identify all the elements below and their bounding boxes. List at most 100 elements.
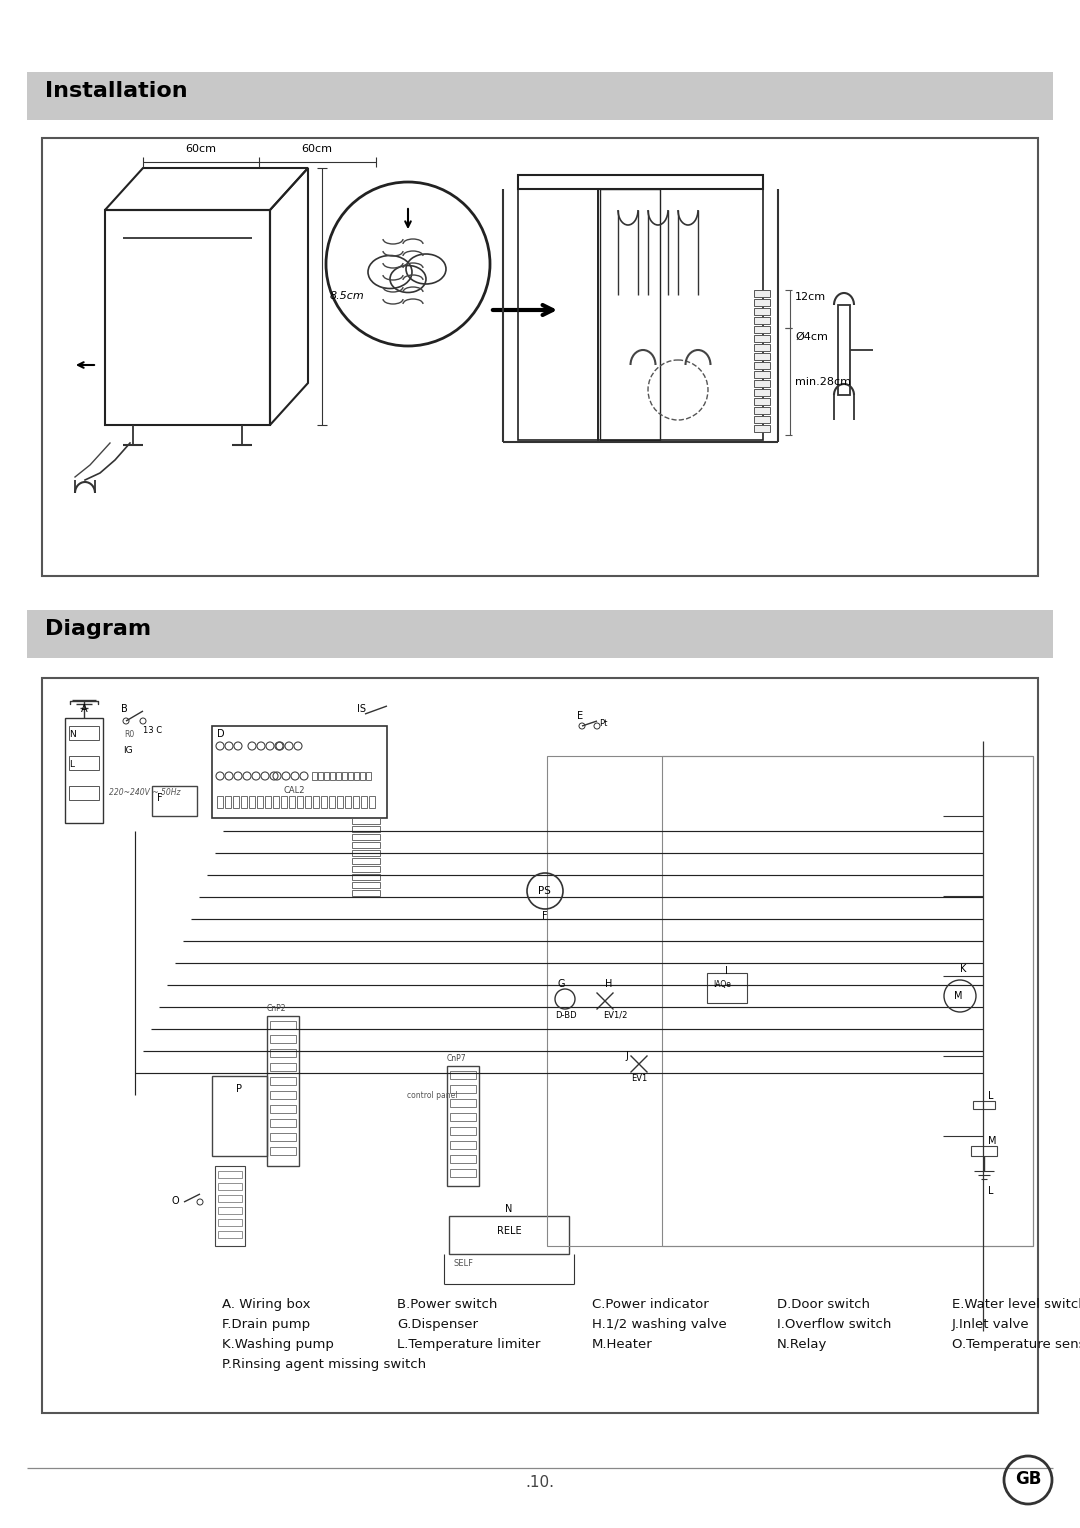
Bar	[270, 1132, 296, 1141]
Text: G: G	[557, 979, 565, 989]
Bar	[754, 362, 770, 368]
Bar	[518, 189, 598, 440]
Text: CAL2: CAL2	[284, 785, 306, 795]
Text: Installation: Installation	[45, 81, 188, 101]
Text: EV1/2: EV1/2	[603, 1012, 627, 1021]
Text: N.Relay: N.Relay	[777, 1339, 827, 1351]
Bar	[707, 973, 747, 1002]
Bar	[450, 1141, 476, 1149]
Text: E.Water level switch: E.Water level switch	[951, 1297, 1080, 1311]
Bar	[270, 1063, 296, 1071]
Text: .10.: .10.	[526, 1475, 554, 1490]
Bar	[352, 827, 380, 833]
Text: 60cm: 60cm	[301, 144, 333, 154]
Bar	[218, 1232, 242, 1238]
Bar	[289, 796, 295, 808]
Text: A. Wiring box: A. Wiring box	[222, 1297, 311, 1311]
Text: control panel: control panel	[407, 1091, 458, 1100]
Bar	[449, 1216, 569, 1254]
Bar	[270, 1091, 296, 1099]
Text: 60cm: 60cm	[186, 144, 216, 154]
Bar	[270, 1021, 296, 1028]
Text: M: M	[954, 992, 962, 1001]
Bar	[369, 796, 375, 808]
Bar	[297, 796, 303, 808]
Bar	[270, 1118, 296, 1128]
Text: I: I	[725, 966, 728, 976]
Text: K: K	[960, 964, 967, 973]
Bar	[305, 796, 311, 808]
Text: I.Overflow switch: I.Overflow switch	[777, 1319, 891, 1331]
Bar	[754, 416, 770, 423]
Bar	[754, 344, 770, 351]
Bar	[281, 796, 287, 808]
Bar	[353, 796, 359, 808]
Bar	[352, 874, 380, 880]
Text: F: F	[157, 793, 163, 804]
Bar	[754, 290, 770, 296]
Text: Ø4cm: Ø4cm	[795, 332, 828, 342]
Bar	[69, 785, 99, 801]
Bar	[218, 1195, 242, 1203]
Bar	[450, 1169, 476, 1177]
Text: GB: GB	[1015, 1470, 1041, 1488]
Text: M.Heater: M.Heater	[592, 1339, 652, 1351]
Bar	[329, 796, 335, 808]
Bar	[754, 335, 770, 342]
Text: F: F	[542, 911, 548, 921]
Text: PS: PS	[538, 886, 551, 895]
Bar	[212, 1076, 267, 1157]
Text: F.Drain pump: F.Drain pump	[222, 1319, 310, 1331]
Bar	[518, 176, 762, 189]
Bar	[450, 1099, 476, 1106]
Bar	[754, 425, 770, 432]
Bar	[754, 380, 770, 387]
Bar	[324, 772, 329, 779]
Bar	[450, 1128, 476, 1135]
Bar	[352, 882, 380, 888]
Bar	[345, 796, 351, 808]
Text: D: D	[217, 729, 225, 740]
Bar	[218, 1207, 242, 1215]
Text: L: L	[988, 1091, 994, 1102]
Text: 13 C: 13 C	[143, 726, 162, 735]
Text: O: O	[172, 1196, 179, 1206]
Text: O.Temperature sensor: O.Temperature sensor	[951, 1339, 1080, 1351]
Bar	[218, 1219, 242, 1225]
Bar	[447, 1067, 480, 1186]
Bar	[241, 796, 247, 808]
Text: R0: R0	[124, 730, 134, 740]
Bar	[313, 796, 319, 808]
Bar	[662, 756, 1032, 1245]
Text: N: N	[505, 1204, 513, 1215]
Bar	[267, 1016, 299, 1166]
Bar	[754, 316, 770, 324]
Bar	[754, 406, 770, 414]
Bar	[450, 1112, 476, 1122]
Bar	[218, 1170, 242, 1178]
Bar	[69, 756, 99, 770]
Text: IAQe: IAQe	[713, 979, 731, 989]
Bar	[352, 859, 380, 863]
Bar	[352, 889, 380, 895]
Text: J.Inlet valve: J.Inlet valve	[951, 1319, 1029, 1331]
Bar	[754, 353, 770, 361]
Bar	[212, 726, 387, 817]
Bar	[270, 1077, 296, 1085]
Text: IS: IS	[357, 704, 366, 714]
Bar	[257, 796, 264, 808]
Bar	[27, 72, 1053, 121]
Bar	[973, 1102, 995, 1109]
Text: G.Dispenser: G.Dispenser	[397, 1319, 478, 1331]
Bar	[233, 796, 239, 808]
Text: P.Rinsing agent missing switch: P.Rinsing agent missing switch	[222, 1358, 427, 1371]
Bar	[42, 678, 1038, 1413]
Bar	[225, 796, 231, 808]
Text: K.Washing pump: K.Washing pump	[222, 1339, 334, 1351]
Bar	[336, 772, 341, 779]
Bar	[152, 785, 197, 816]
Text: SELF: SELF	[454, 1259, 474, 1268]
Text: B: B	[121, 704, 127, 714]
Text: A: A	[81, 704, 87, 714]
Bar	[270, 1148, 296, 1155]
